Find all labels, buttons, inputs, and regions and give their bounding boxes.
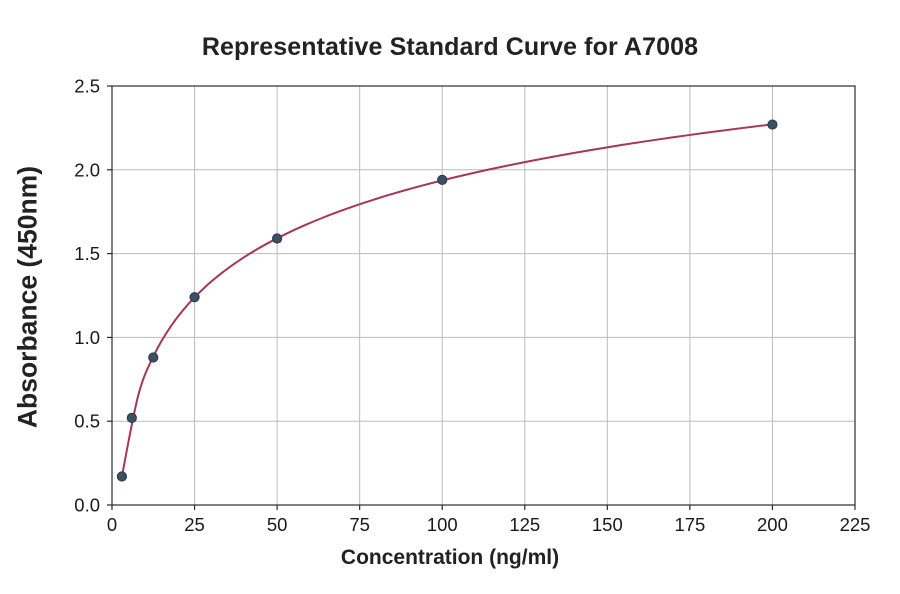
svg-text:25: 25 (184, 514, 205, 535)
svg-text:100: 100 (427, 514, 458, 535)
svg-text:0.0: 0.0 (74, 495, 100, 516)
svg-text:0.5: 0.5 (74, 411, 100, 432)
svg-text:0: 0 (107, 514, 117, 535)
svg-text:150: 150 (592, 514, 623, 535)
svg-text:175: 175 (674, 514, 705, 535)
svg-text:75: 75 (349, 514, 370, 535)
svg-text:50: 50 (267, 514, 288, 535)
svg-text:200: 200 (757, 514, 788, 535)
svg-text:2.0: 2.0 (74, 159, 100, 180)
svg-text:225: 225 (840, 514, 871, 535)
svg-text:2.5: 2.5 (74, 76, 100, 97)
svg-text:1.0: 1.0 (74, 327, 100, 348)
svg-text:1.5: 1.5 (74, 243, 100, 264)
svg-text:125: 125 (509, 514, 540, 535)
